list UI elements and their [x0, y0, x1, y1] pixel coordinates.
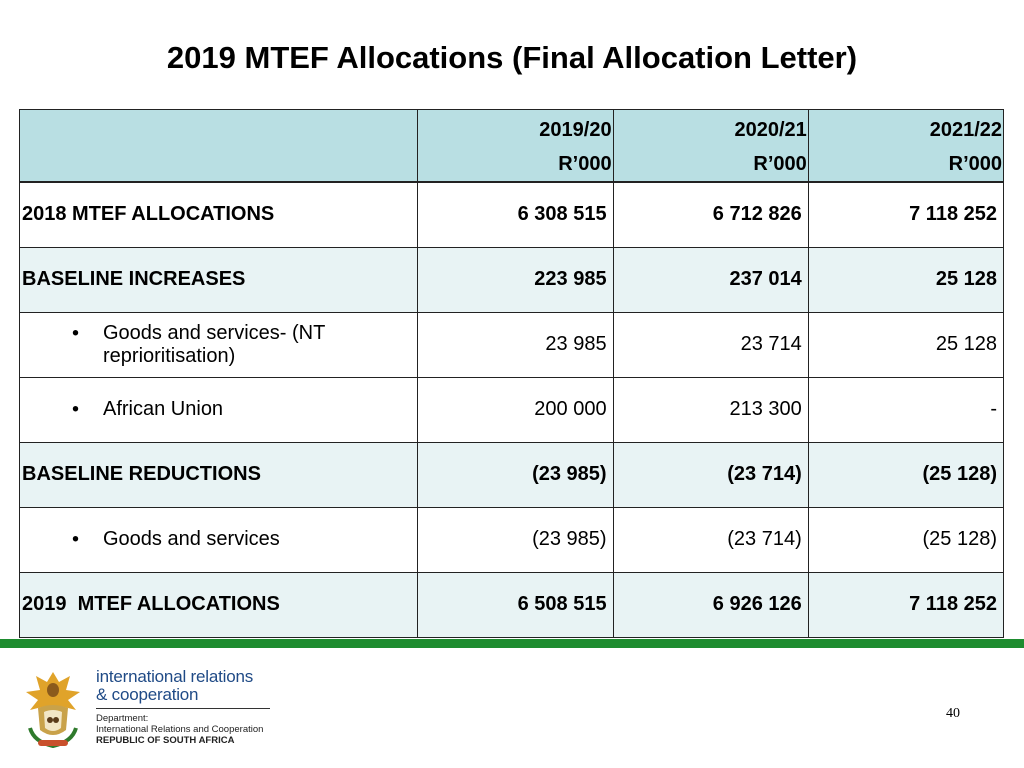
org-divider: [96, 708, 270, 709]
coat-of-arms-icon: [26, 672, 80, 749]
cell-value: 200 000: [417, 376, 614, 443]
table-row: 2018 MTEF ALLOCATIONS 6 308 515 6 712 82…: [18, 181, 1005, 248]
cell-value: (23 714): [612, 441, 809, 508]
allocations-table: 2019/20 R’000 2020/21 R’000 2021/22 R’00…: [18, 109, 1005, 638]
slide-title: 2019 MTEF Allocations (Final Allocation …: [166, 40, 858, 75]
country-name: REPUBLIC OF SOUTH AFRICA: [96, 735, 235, 746]
column-unit: R’000: [948, 153, 1002, 175]
row-label-line: Goods and services- (NT: [103, 321, 326, 344]
cell-value: (23 985): [417, 441, 614, 508]
cell-value: 23 714: [612, 311, 809, 378]
dept-name: International Relations and Cooperation: [96, 724, 264, 735]
column-year: 2021/22: [929, 119, 1002, 141]
row-label: 2019 MTEF ALLOCATIONS: [18, 571, 419, 638]
column-header-2021-22: 2021/22 R’000: [807, 109, 1005, 183]
cell-value: 23 985: [417, 311, 614, 378]
table-row: • Goods and services- (NT reprioritisati…: [18, 311, 1005, 378]
footer-divider-bar: [0, 639, 1024, 648]
column-year: 2020/21: [734, 119, 807, 141]
table-row: 2019 MTEF ALLOCATIONS 6 508 515 6 926 12…: [18, 571, 1005, 638]
cell-value: 7 118 252: [807, 181, 1005, 248]
table-row: • African Union 200 000 213 300 -: [18, 376, 1005, 443]
column-unit: R’000: [753, 153, 807, 175]
column-header-2019-20: 2019/20 R’000: [417, 109, 614, 183]
table-header-row: 2019/20 R’000 2020/21 R’000 2021/22 R’00…: [18, 109, 1005, 183]
table-row: BASELINE INCREASES 223 985 237 014 25 12…: [18, 246, 1005, 313]
cell-value: 237 014: [612, 246, 809, 313]
cell-value: 223 985: [417, 246, 614, 313]
cell-value: -: [807, 376, 1005, 443]
cell-value: 6 712 826: [612, 181, 809, 248]
dept-label: Department:: [96, 713, 149, 724]
row-label: BASELINE INCREASES: [18, 246, 419, 313]
row-label-line: reprioritisation): [103, 344, 236, 367]
cell-value: 25 128: [807, 311, 1005, 378]
row-label-bulleted: • Goods and services: [18, 506, 419, 573]
cell-value: (25 128): [807, 506, 1005, 573]
table-row: • Goods and services (23 985) (23 714) (…: [18, 506, 1005, 573]
row-label-bulleted: • Goods and services- (NT reprioritisati…: [18, 311, 419, 378]
bullet-icon: •: [72, 528, 80, 550]
cell-value: (25 128): [807, 441, 1005, 508]
cell-value: 7 118 252: [807, 571, 1005, 638]
column-year: 2019/20: [539, 119, 612, 141]
column-header-2020-21: 2020/21 R’000: [612, 109, 809, 183]
table-row: BASELINE REDUCTIONS (23 985) (23 714) (2…: [18, 441, 1005, 508]
cell-value: 6 308 515: [417, 181, 614, 248]
row-label: BASELINE REDUCTIONS: [18, 441, 419, 508]
org-name: international relations & cooperation: [96, 668, 253, 704]
bullet-icon: •: [72, 322, 80, 345]
row-label-line: Goods and services: [103, 528, 280, 550]
page-number: 40: [946, 706, 960, 721]
row-label-bulleted: • African Union: [18, 376, 419, 443]
column-unit: R’000: [558, 153, 612, 175]
row-label-line: African Union: [103, 398, 224, 420]
cell-value: 213 300: [612, 376, 809, 443]
cell-value: (23 985): [417, 506, 614, 573]
bullet-icon: •: [72, 398, 80, 420]
cell-value: (23 714): [612, 506, 809, 573]
row-label: 2018 MTEF ALLOCATIONS: [18, 181, 419, 248]
header-empty-cell: [18, 109, 419, 183]
cell-value: 25 128: [807, 246, 1005, 313]
org-name-line: & cooperation: [96, 685, 199, 704]
cell-value: 6 508 515: [417, 571, 614, 638]
cell-value: 6 926 126: [612, 571, 809, 638]
dirco-logo: international relations & cooperation De…: [24, 668, 284, 753]
org-name-line: international relations: [96, 667, 253, 686]
